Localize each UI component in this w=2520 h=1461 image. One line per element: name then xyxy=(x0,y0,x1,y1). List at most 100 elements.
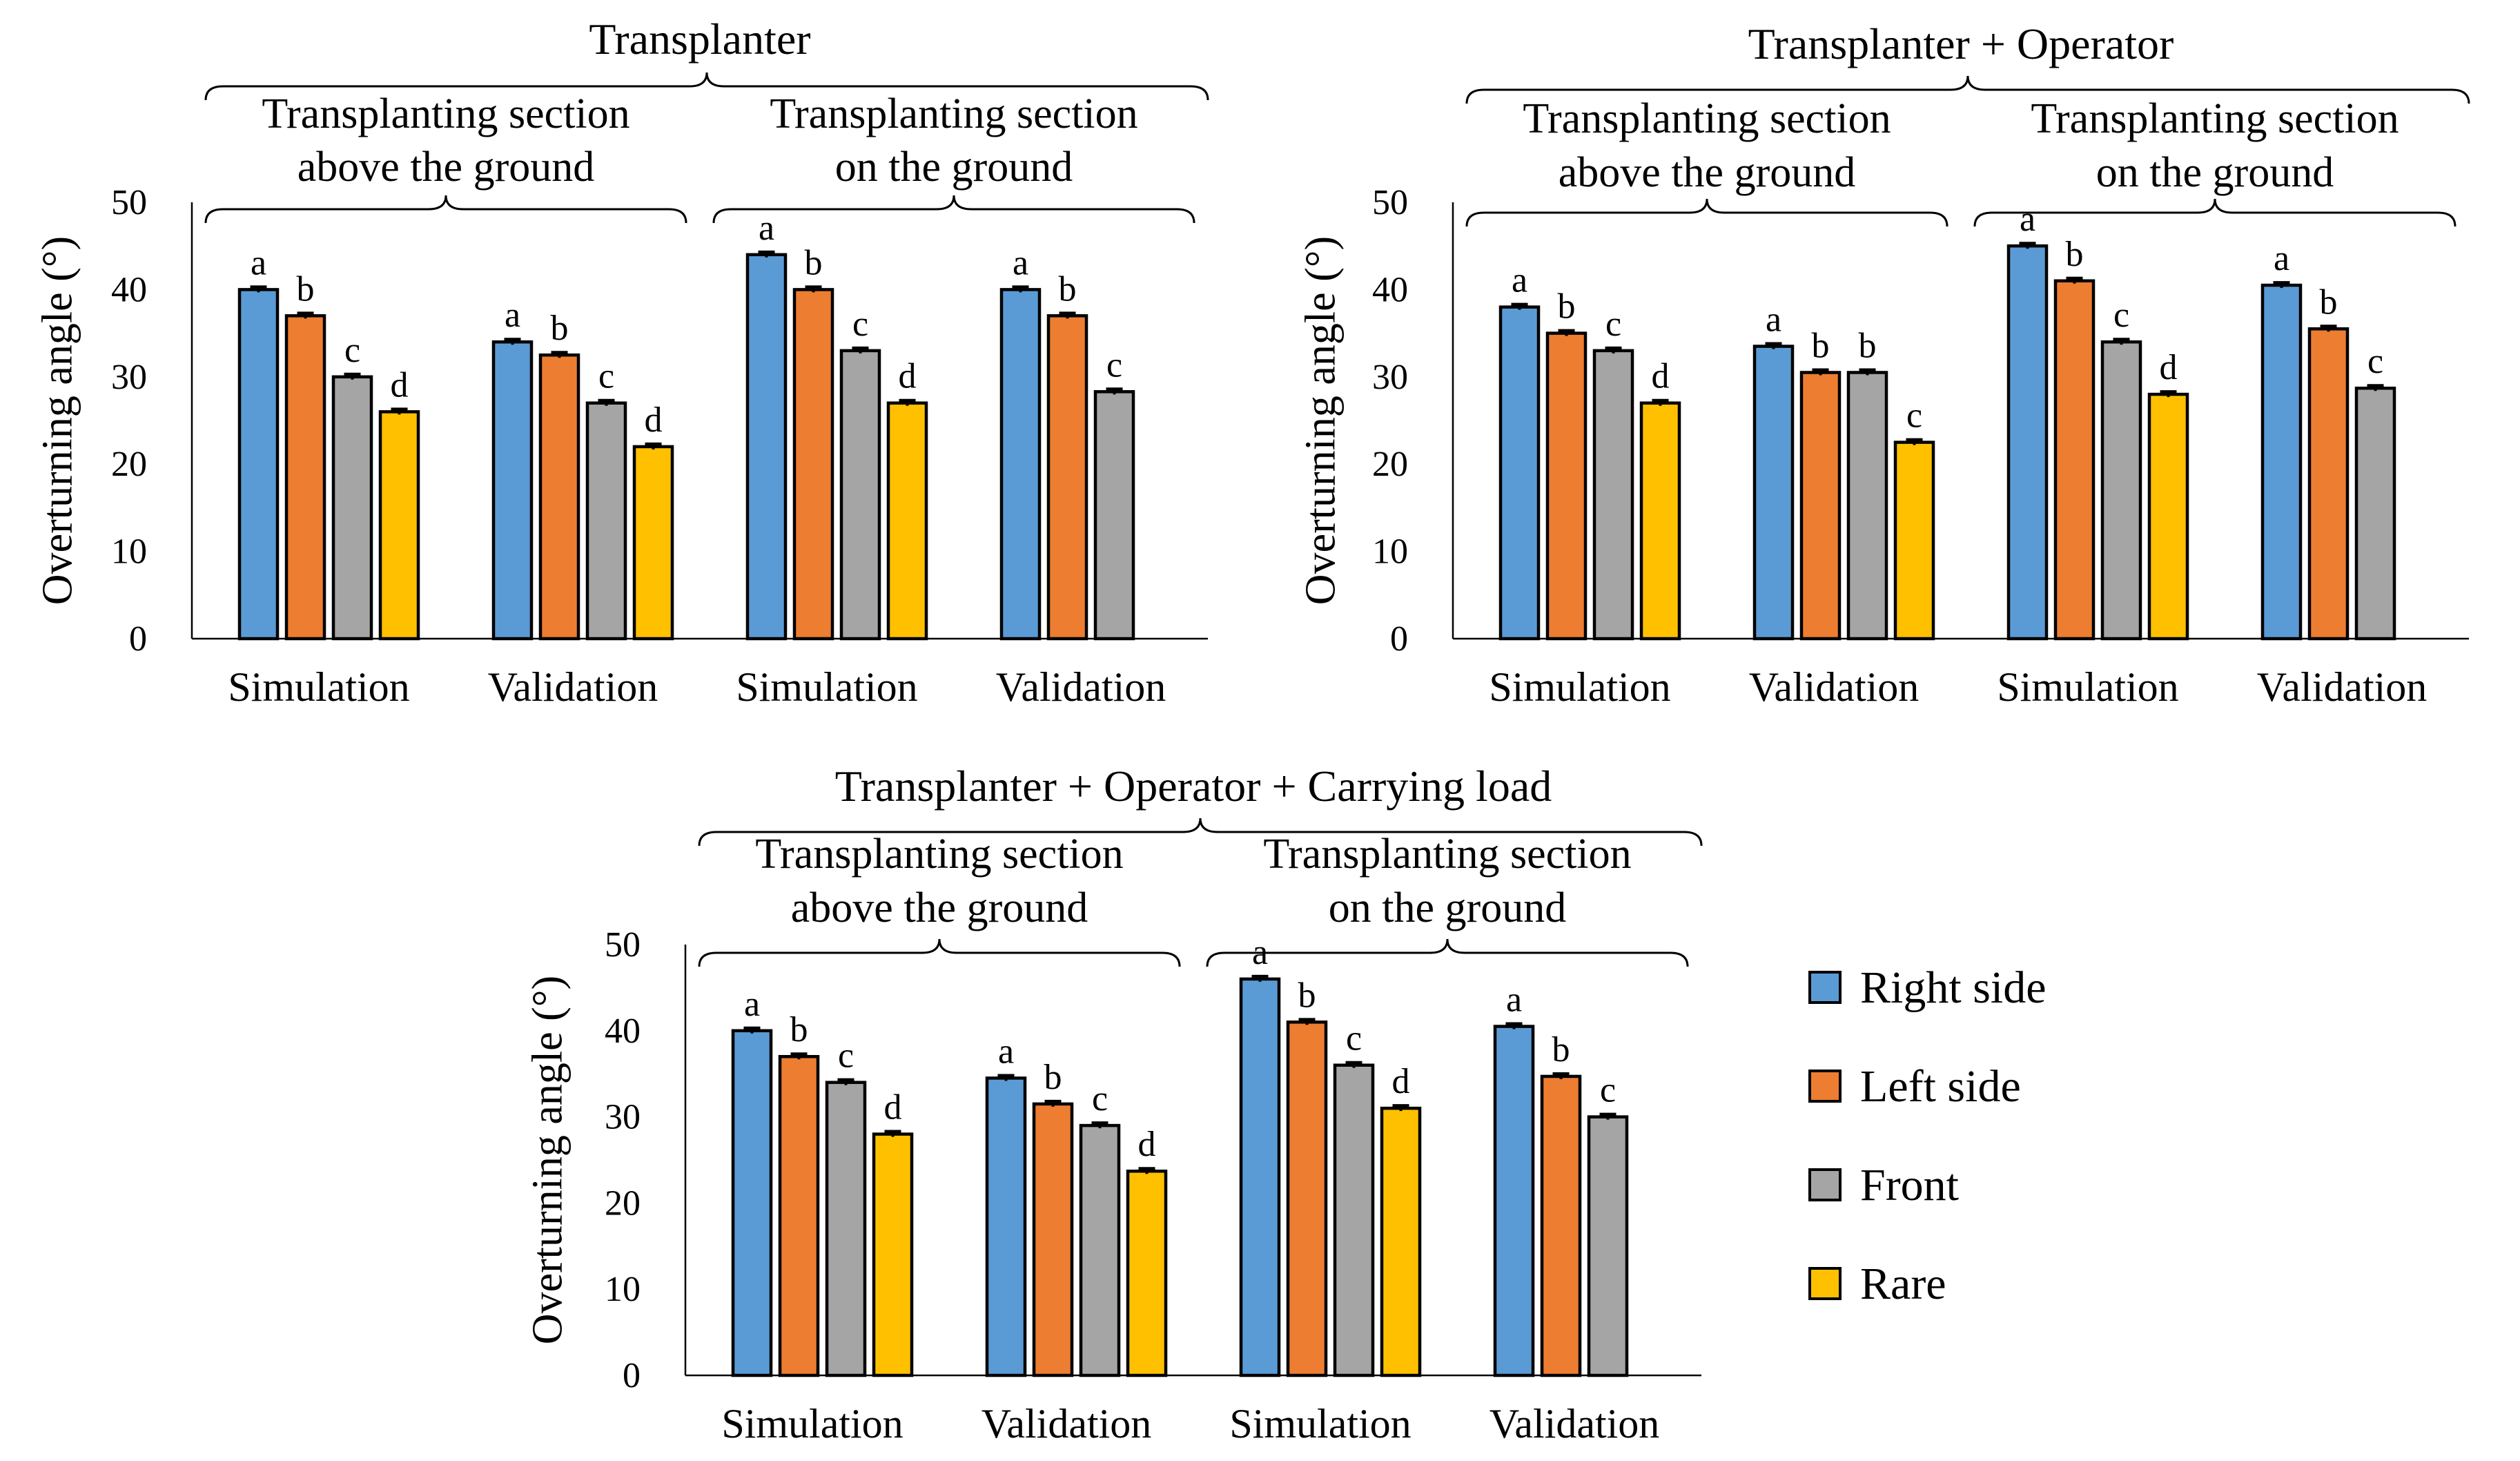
significance-label: a xyxy=(998,1032,1014,1071)
title-brace xyxy=(698,817,1703,846)
significance-label: b xyxy=(1812,326,1830,365)
bar xyxy=(745,253,788,641)
y-tick-label: 50 xyxy=(605,925,641,965)
bar xyxy=(1126,1169,1168,1377)
bar xyxy=(331,375,373,641)
significance-label: a xyxy=(1766,300,1781,340)
bar xyxy=(1286,1020,1328,1377)
bar xyxy=(284,314,326,641)
chart-title: Transplanter + Operator xyxy=(1748,19,2174,68)
section-label-line1: Transplanting section xyxy=(2031,95,2399,142)
legend-swatch-left-side xyxy=(1808,1070,1842,1103)
significance-label: c xyxy=(1600,1071,1616,1110)
chart-title: Transplanter + Operator + Carrying load xyxy=(835,762,1552,811)
section-label-line1: Transplanting section xyxy=(262,90,629,137)
bar xyxy=(378,410,420,641)
bar xyxy=(839,349,881,641)
significance-label: a xyxy=(1512,261,1527,300)
significance-label: a xyxy=(1506,980,1522,1020)
significance-label: c xyxy=(1092,1079,1108,1119)
significance-label: b xyxy=(1552,1030,1570,1070)
y-tick-label: 10 xyxy=(605,1270,641,1309)
bar xyxy=(632,445,674,641)
section-label-line1: Transplanting section xyxy=(1523,95,1891,142)
bar xyxy=(792,288,834,641)
bar xyxy=(1846,371,1888,641)
y-tick-label: 10 xyxy=(111,532,147,572)
significance-label: d xyxy=(884,1088,902,1128)
x-category-label: Simulation xyxy=(736,664,917,710)
significance-label: c xyxy=(852,304,868,344)
bar xyxy=(731,1029,773,1377)
significance-label: b xyxy=(1298,976,1316,1015)
legend-label-right-side: Right side xyxy=(1860,962,2047,1013)
y-tick-label: 50 xyxy=(1372,183,1408,222)
section-label-line2: above the ground xyxy=(1559,149,1855,196)
significance-label: c xyxy=(2367,342,2383,381)
x-category-label: Simulation xyxy=(1997,664,2178,710)
legend-swatch-right-side xyxy=(1808,971,1842,1004)
legend-label-rare: Rare xyxy=(1860,1259,1946,1309)
significance-label: a xyxy=(759,209,774,248)
section-label-line1: Transplanting section xyxy=(770,90,1137,137)
significance-label: a xyxy=(1013,243,1028,282)
significance-label: d xyxy=(1392,1062,1410,1101)
bar xyxy=(538,353,580,641)
bar xyxy=(1380,1106,1422,1377)
legend: Right side Left side Front Rare xyxy=(1808,962,2047,1309)
bar xyxy=(2307,327,2350,641)
bar xyxy=(1498,305,1541,641)
significance-label: b xyxy=(551,309,569,348)
section-brace xyxy=(1465,198,1948,227)
significance-label: d xyxy=(391,365,409,405)
section-label-line2: above the ground xyxy=(297,144,594,191)
x-category-label: Simulation xyxy=(228,664,409,710)
significance-label: b xyxy=(1044,1058,1062,1097)
legend-swatch-rare xyxy=(1808,1267,1842,1300)
bar xyxy=(1493,1025,1535,1377)
significance-label: a xyxy=(505,296,520,335)
significance-label: d xyxy=(899,357,917,396)
x-category-label: Simulation xyxy=(721,1401,903,1447)
title-brace xyxy=(1465,75,2470,104)
bar xyxy=(1032,1102,1074,1377)
section-brace xyxy=(698,938,1181,967)
section-label-line2: on the ground xyxy=(1329,884,1566,931)
bar xyxy=(1592,349,1634,641)
bar xyxy=(1079,1123,1121,1377)
bar xyxy=(1799,371,1842,641)
significance-label: b xyxy=(1558,287,1576,327)
bar xyxy=(1545,331,1588,641)
bar xyxy=(985,1076,1027,1377)
bar xyxy=(585,401,627,641)
y-tick-label: 40 xyxy=(605,1012,641,1051)
bar xyxy=(237,288,280,641)
significance-label: c xyxy=(1106,345,1122,385)
bar xyxy=(2053,279,2096,641)
legend-label-left-side: Left side xyxy=(1860,1061,2021,1112)
significance-label: b xyxy=(805,243,823,282)
significance-label: b xyxy=(2066,235,2084,274)
bar xyxy=(2147,392,2189,641)
significance-label: c xyxy=(838,1036,854,1076)
y-tick-label: 10 xyxy=(1372,532,1408,572)
section-brace xyxy=(204,195,687,224)
significance-label: b xyxy=(2320,282,2338,322)
x-category-label: Validation xyxy=(488,664,658,710)
y-tick-label: 20 xyxy=(1372,445,1408,484)
title-brace xyxy=(204,72,1209,101)
x-category-label: Validation xyxy=(981,1401,1152,1447)
bar xyxy=(1893,441,1935,641)
bar xyxy=(1046,314,1088,641)
y-tick-label: 30 xyxy=(111,358,147,397)
significance-label: b xyxy=(297,269,315,309)
bar xyxy=(872,1132,914,1377)
bar xyxy=(2100,340,2142,641)
bar xyxy=(1333,1063,1375,1377)
x-category-label: Validation xyxy=(1749,664,1920,710)
section-label-line2: on the ground xyxy=(2096,149,2334,196)
significance-label: c xyxy=(344,331,360,370)
x-category-label: Validation xyxy=(996,664,1166,710)
